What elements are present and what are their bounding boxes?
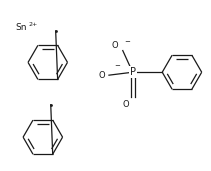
Text: −: −: [124, 39, 130, 45]
Text: −: −: [114, 63, 120, 69]
Text: Sn: Sn: [15, 23, 27, 32]
Text: P: P: [130, 67, 136, 77]
Text: O: O: [122, 100, 129, 109]
Text: 2+: 2+: [28, 22, 37, 27]
Text: O: O: [98, 71, 105, 80]
Text: O: O: [111, 41, 118, 50]
